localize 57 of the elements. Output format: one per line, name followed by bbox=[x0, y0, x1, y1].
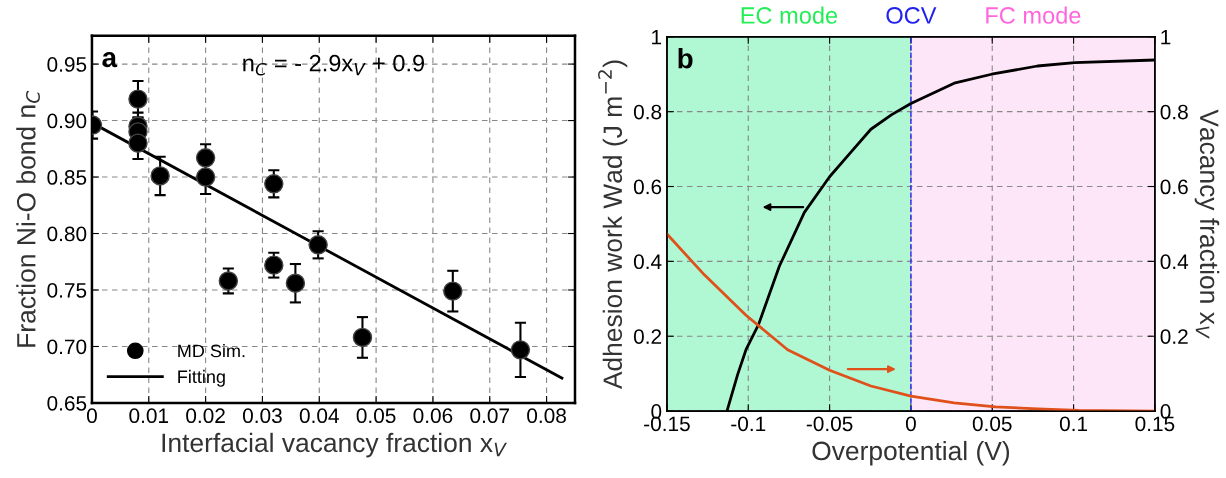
x-tick-label: -0.05 bbox=[806, 416, 853, 432]
x-tick-label: 0.05 bbox=[356, 408, 396, 424]
legend-label: MD Sim. bbox=[178, 344, 245, 358]
x-tick-label: 0.08 bbox=[527, 408, 566, 424]
x-tick-label: 0.04 bbox=[299, 408, 339, 424]
point bbox=[128, 89, 148, 109]
y2-tick-label: 0.2 bbox=[1160, 329, 1188, 344]
annotation: n$_{C}$ = - 2.9x$_{V}$ + 0.9 bbox=[243, 54, 425, 76]
y-axis-title: Adhesion work Wad (J m$^{−2}$) bbox=[598, 60, 628, 390]
y-tick-label: 0.75 bbox=[47, 283, 87, 298]
point bbox=[128, 133, 148, 153]
y-tick-label: 0.80 bbox=[47, 226, 87, 242]
y-tick-label: 0.4 bbox=[633, 254, 662, 270]
band-label: EC mode bbox=[741, 6, 838, 24]
x-tick-label: 0.1 bbox=[1059, 416, 1088, 432]
x-tick-label: 0.07 bbox=[470, 408, 509, 424]
x-axis-title: Overpotential (V) bbox=[812, 440, 1010, 466]
y-tick-label: 0.65 bbox=[47, 395, 87, 411]
y2-tick-label: 1 bbox=[1161, 30, 1171, 45]
y2-tick-label: 0.4 bbox=[1160, 254, 1189, 270]
y-tick-label: 0.2 bbox=[633, 329, 662, 344]
annotation: a bbox=[102, 52, 118, 68]
band-label: FC mode bbox=[986, 6, 1081, 24]
y2-axis-title: Vacancy fraction x$_{V}$ bbox=[1194, 109, 1220, 339]
x-tick-label: -0.1 bbox=[731, 416, 766, 432]
point bbox=[264, 174, 284, 194]
point bbox=[352, 327, 373, 348]
point bbox=[510, 340, 531, 360]
y-tick-label: 1 bbox=[652, 30, 662, 45]
x-tick-label: 0.01 bbox=[129, 408, 169, 424]
annotation: b bbox=[678, 48, 693, 69]
x-tick-label: 0.03 bbox=[242, 408, 282, 424]
point bbox=[443, 281, 463, 301]
x-axis-title: Interfacial vacancy fraction x$_{V}$ bbox=[162, 432, 507, 458]
y-tick-label: 0.85 bbox=[47, 170, 87, 185]
ref-line-label: OCV bbox=[886, 7, 937, 24]
x-tick-label: 0.02 bbox=[186, 408, 225, 424]
x-tick-label: 0 bbox=[905, 416, 916, 432]
y-tick-label: 0.70 bbox=[47, 339, 87, 355]
y-tick-label: 0.6 bbox=[633, 179, 662, 195]
x-tick-label: 0.06 bbox=[413, 408, 453, 424]
y-axis-title: Fraction Ni-O bond n$_{C}$ bbox=[16, 90, 40, 347]
x-tick-label: 0.05 bbox=[972, 416, 1012, 432]
point bbox=[264, 255, 284, 275]
y-tick-label: 0.90 bbox=[47, 113, 87, 129]
x-tick-label: 0 bbox=[86, 408, 97, 424]
legend-label: Fitting bbox=[178, 369, 225, 387]
point bbox=[150, 166, 170, 186]
y2-tick-label: 0.8 bbox=[1160, 104, 1188, 120]
point bbox=[195, 167, 216, 187]
y2-tick-label: 0.6 bbox=[1160, 179, 1188, 195]
point bbox=[218, 271, 239, 291]
y-tick-label: 0.8 bbox=[633, 104, 662, 120]
point bbox=[195, 148, 216, 168]
point bbox=[285, 273, 306, 293]
y-tick-label: 0.95 bbox=[47, 57, 87, 72]
point bbox=[308, 235, 328, 255]
